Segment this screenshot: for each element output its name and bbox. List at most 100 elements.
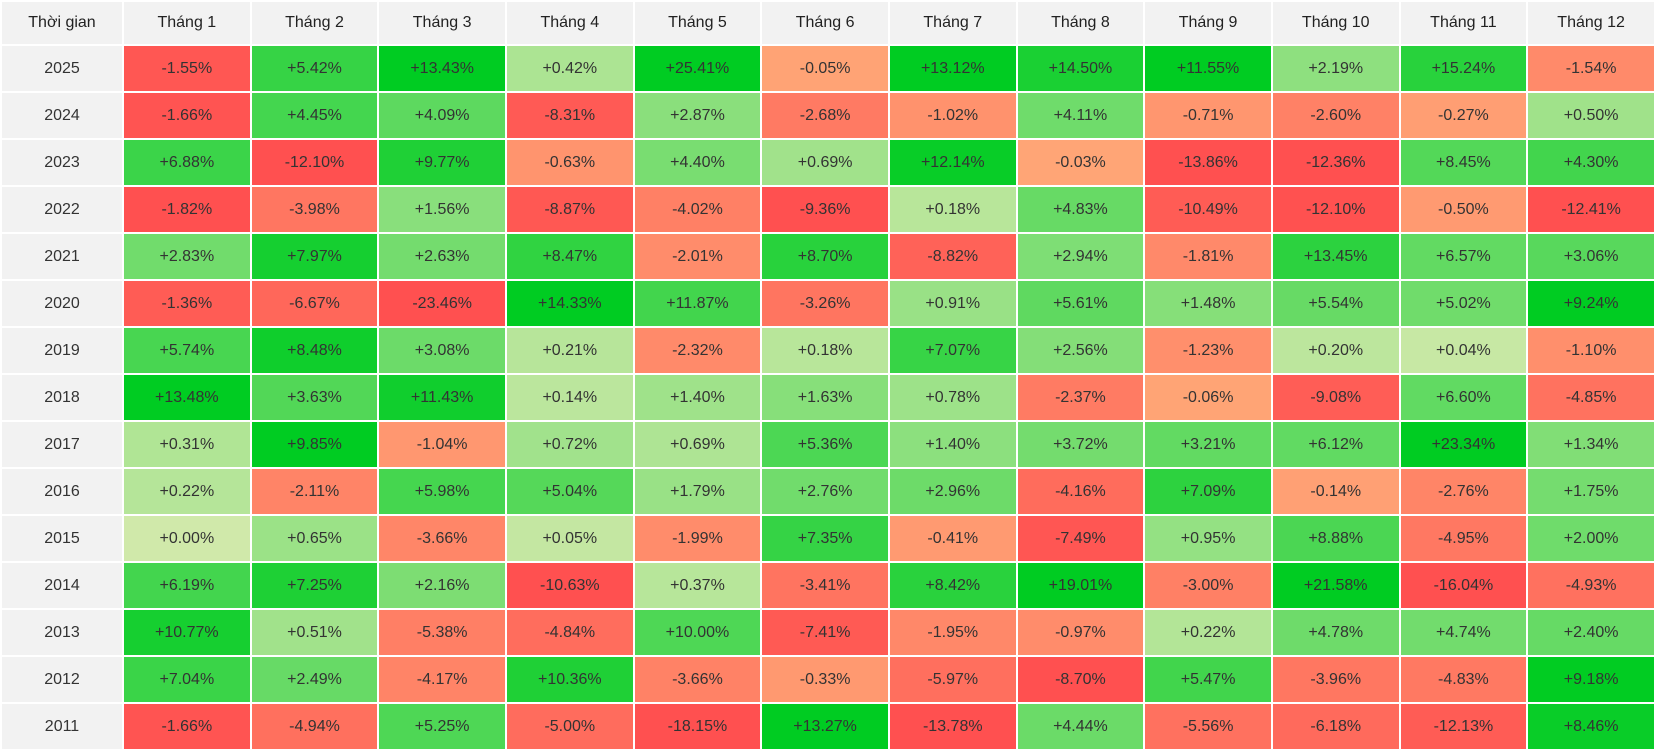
return-cell: +10.00%: [632, 608, 763, 657]
return-cell: +9.18%: [1526, 655, 1656, 704]
return-cell: +8.47%: [504, 232, 635, 281]
return-cell: -1.82%: [122, 185, 252, 234]
return-cell: +3.21%: [1143, 420, 1273, 469]
return-cell: +1.40%: [632, 373, 763, 422]
return-cell: +3.06%: [1526, 232, 1656, 281]
column-header: Tháng 5: [632, 0, 763, 46]
column-header: Tháng 6: [760, 0, 890, 46]
return-cell: -1.04%: [377, 420, 507, 469]
return-cell: +0.31%: [122, 420, 252, 469]
return-cell: +4.09%: [377, 91, 507, 140]
return-cell: +2.96%: [887, 467, 1018, 516]
return-cell: +7.04%: [122, 655, 252, 704]
return-cell: -6.18%: [1270, 702, 1401, 751]
return-cell: +0.18%: [760, 326, 890, 375]
return-cell: -7.49%: [1015, 514, 1146, 563]
column-header: Tháng 1: [122, 0, 252, 46]
return-cell: +5.02%: [1398, 279, 1529, 328]
return-cell: -4.84%: [504, 608, 635, 657]
return-cell: -12.10%: [249, 138, 380, 187]
return-cell: +2.16%: [377, 561, 507, 610]
return-cell: +1.63%: [760, 373, 890, 422]
return-cell: -4.02%: [632, 185, 763, 234]
return-cell: +3.08%: [377, 326, 507, 375]
return-cell: +4.44%: [1015, 702, 1146, 751]
return-cell: -13.78%: [887, 702, 1018, 751]
return-cell: -5.00%: [504, 702, 635, 751]
return-cell: -3.66%: [377, 514, 507, 563]
return-cell: -16.04%: [1398, 561, 1529, 610]
data-row: 2013 +10.77% +0.51% -5.38% -4.84% +10.00% -7.4…: [0, 608, 1656, 657]
return-cell: +2.94%: [1015, 232, 1146, 281]
return-cell: -0.06%: [1143, 373, 1273, 422]
return-cell: +0.05%: [504, 514, 635, 563]
return-cell: -4.17%: [377, 655, 507, 704]
return-cell: -1.10%: [1526, 326, 1656, 375]
return-cell: -12.36%: [1270, 138, 1401, 187]
return-cell: +23.34%: [1398, 420, 1529, 469]
year-cell: 2024: [0, 91, 124, 140]
return-cell: -3.96%: [1270, 655, 1401, 704]
return-cell: -0.71%: [1143, 91, 1273, 140]
return-cell: +1.56%: [377, 185, 507, 234]
return-cell: +13.27%: [760, 702, 890, 751]
data-row: 2012 +7.04% +2.49% -4.17% +10.36% -3.66% -0.33…: [0, 655, 1656, 704]
return-cell: +6.12%: [1270, 420, 1401, 469]
return-cell: +2.19%: [1270, 44, 1401, 93]
data-row: 2014 +6.19% +7.25% +2.16% -10.63% +0.37% -3.41…: [0, 561, 1656, 610]
data-row: 2016 +0.22% -2.11% +5.98% +5.04% +1.79% +2.76%…: [0, 467, 1656, 516]
return-cell: +1.48%: [1143, 279, 1273, 328]
return-cell: +2.00%: [1526, 514, 1656, 563]
return-cell: +4.78%: [1270, 608, 1401, 657]
return-cell: -6.67%: [249, 279, 380, 328]
return-cell: -18.15%: [632, 702, 763, 751]
return-cell: +11.87%: [632, 279, 763, 328]
return-cell: +4.45%: [249, 91, 380, 140]
year-cell: 2020: [0, 279, 124, 328]
return-cell: +8.88%: [1270, 514, 1401, 563]
return-cell: +2.56%: [1015, 326, 1146, 375]
return-cell: +14.50%: [1015, 44, 1146, 93]
data-row: 2011 -1.66% -4.94% +5.25% -5.00% -18.15% +13.2…: [0, 702, 1656, 751]
return-cell: +7.07%: [887, 326, 1018, 375]
return-cell: -12.13%: [1398, 702, 1529, 751]
return-cell: +8.42%: [887, 561, 1018, 610]
return-cell: -2.37%: [1015, 373, 1146, 422]
return-cell: -13.86%: [1143, 138, 1273, 187]
data-row: 2018 +13.48% +3.63% +11.43% +0.14% +1.40% +1.6…: [0, 373, 1656, 422]
return-cell: -1.66%: [122, 702, 252, 751]
year-cell: 2013: [0, 608, 124, 657]
return-cell: -23.46%: [377, 279, 507, 328]
return-cell: +4.11%: [1015, 91, 1146, 140]
return-cell: +6.57%: [1398, 232, 1529, 281]
column-header: Thời gian: [0, 0, 124, 46]
return-cell: -2.76%: [1398, 467, 1529, 516]
return-cell: -5.38%: [377, 608, 507, 657]
return-cell: +0.78%: [887, 373, 1018, 422]
return-cell: -10.63%: [504, 561, 635, 610]
return-cell: +25.41%: [632, 44, 763, 93]
return-cell: +0.65%: [249, 514, 380, 563]
return-cell: +10.77%: [122, 608, 252, 657]
return-cell: +12.14%: [887, 138, 1018, 187]
return-cell: -1.23%: [1143, 326, 1273, 375]
return-cell: -8.31%: [504, 91, 635, 140]
return-cell: -0.63%: [504, 138, 635, 187]
return-cell: +7.35%: [760, 514, 890, 563]
return-cell: +0.00%: [122, 514, 252, 563]
return-cell: +7.25%: [249, 561, 380, 610]
return-cell: -0.33%: [760, 655, 890, 704]
column-header: Tháng 9: [1143, 0, 1273, 46]
return-cell: +4.83%: [1015, 185, 1146, 234]
return-cell: -8.82%: [887, 232, 1018, 281]
return-cell: -3.98%: [249, 185, 380, 234]
return-cell: +2.76%: [760, 467, 890, 516]
return-cell: +5.36%: [760, 420, 890, 469]
return-cell: -4.94%: [249, 702, 380, 751]
return-cell: +9.24%: [1526, 279, 1656, 328]
return-cell: +8.48%: [249, 326, 380, 375]
return-cell: -9.36%: [760, 185, 890, 234]
return-cell: -0.97%: [1015, 608, 1146, 657]
return-cell: +9.77%: [377, 138, 507, 187]
